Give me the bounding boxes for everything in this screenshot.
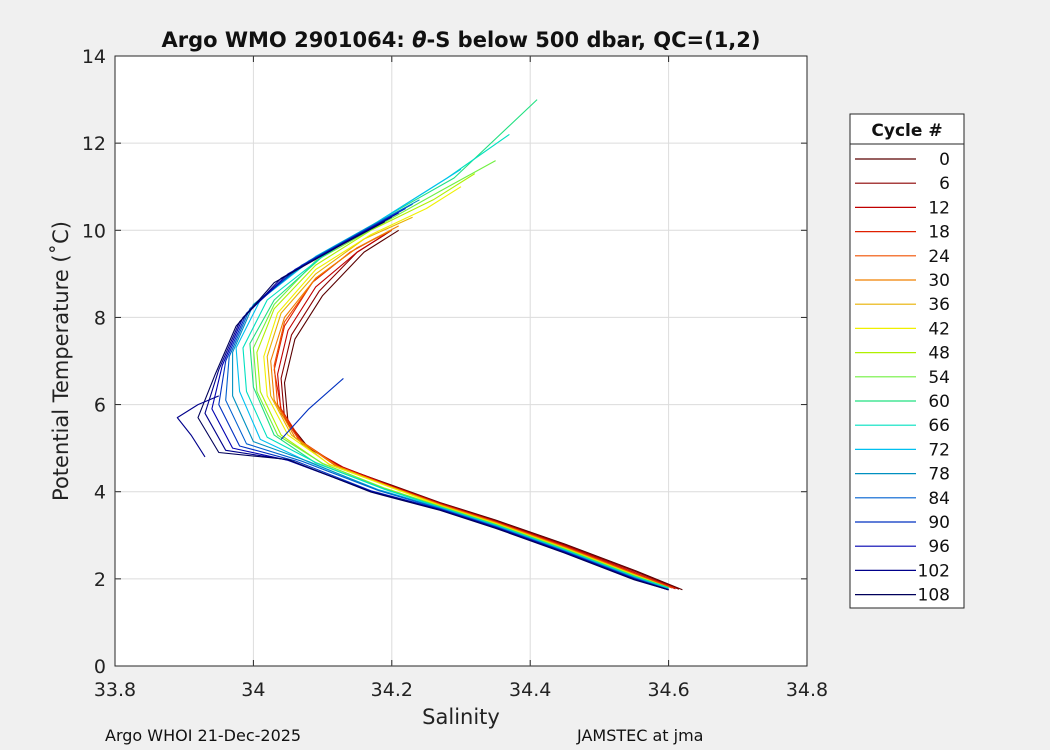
legend-label: 54 <box>928 368 950 388</box>
series-line-cycle-90 <box>280 377 344 440</box>
legend-label: 78 <box>928 465 950 485</box>
legend-label: 108 <box>918 586 950 606</box>
y-tick-label: 10 <box>82 220 106 242</box>
x-tick-label: 33.8 <box>94 679 136 701</box>
series-line-cycle-102 <box>176 395 220 458</box>
plot-area <box>114 55 808 667</box>
legend-label: 42 <box>928 319 950 339</box>
legend-label: 36 <box>928 295 950 315</box>
y-tick-label: 12 <box>82 133 106 155</box>
chart-title: Argo WMO 2901064: θ-S below 500 dbar, QC… <box>161 28 760 52</box>
legend-label: 60 <box>928 392 950 412</box>
legend: Cycle # 0 6 12 18 24 30 36 42 48 54 60 66 72 78 84 90 96… <box>849 113 965 609</box>
legend-label: 66 <box>928 416 950 436</box>
legend-label: 90 <box>928 513 950 533</box>
legend-label: 72 <box>928 440 950 460</box>
series-line-cycle-108 <box>197 221 669 591</box>
legend-entries: 0 6 12 18 24 30 36 42 48 54 60 66 72 78 84 90 96 102 108 <box>855 150 950 606</box>
y-tick-label: 14 <box>82 46 106 68</box>
grid-lines <box>115 56 807 666</box>
legend-label: 102 <box>918 561 950 581</box>
footer-credit: Argo WHOI 21-Dec-2025 <box>105 726 302 745</box>
legend-label: 0 <box>939 150 950 170</box>
legend-label: 12 <box>928 198 950 218</box>
y-tick-label: 2 <box>94 569 106 591</box>
x-axis-label: Salinity <box>422 705 500 729</box>
y-axis-label: Potential Temperature (˚C) <box>49 221 73 501</box>
legend-label: 18 <box>928 223 950 243</box>
x-tick-label: 34.6 <box>647 679 689 701</box>
legend-label: 84 <box>928 489 950 509</box>
x-tick-label: 34 <box>241 679 265 701</box>
y-tick-label: 6 <box>94 395 106 417</box>
footer-source: JAMSTEC at jma <box>577 726 704 745</box>
y-tick-label: 4 <box>94 482 106 504</box>
x-tick-label: 34.4 <box>509 679 551 701</box>
y-tick-label: 8 <box>94 307 106 329</box>
x-tick-label: 34.2 <box>371 679 413 701</box>
legend-title: Cycle # <box>871 121 942 141</box>
legend-label: 24 <box>928 247 950 267</box>
x-tick-label: 34.8 <box>786 679 828 701</box>
legend-label: 30 <box>928 271 950 291</box>
legend-label: 48 <box>928 344 950 364</box>
legend-box <box>849 113 965 609</box>
legend-label: 6 <box>939 174 950 194</box>
legend-label: 96 <box>928 537 950 557</box>
axis-ticks: 33.8 34 34.2 34.4 34.6 34.8 0 2 4 6 8 10 12 14 <box>82 46 828 701</box>
y-tick-label: 0 <box>94 656 106 678</box>
series-lines <box>176 99 683 591</box>
